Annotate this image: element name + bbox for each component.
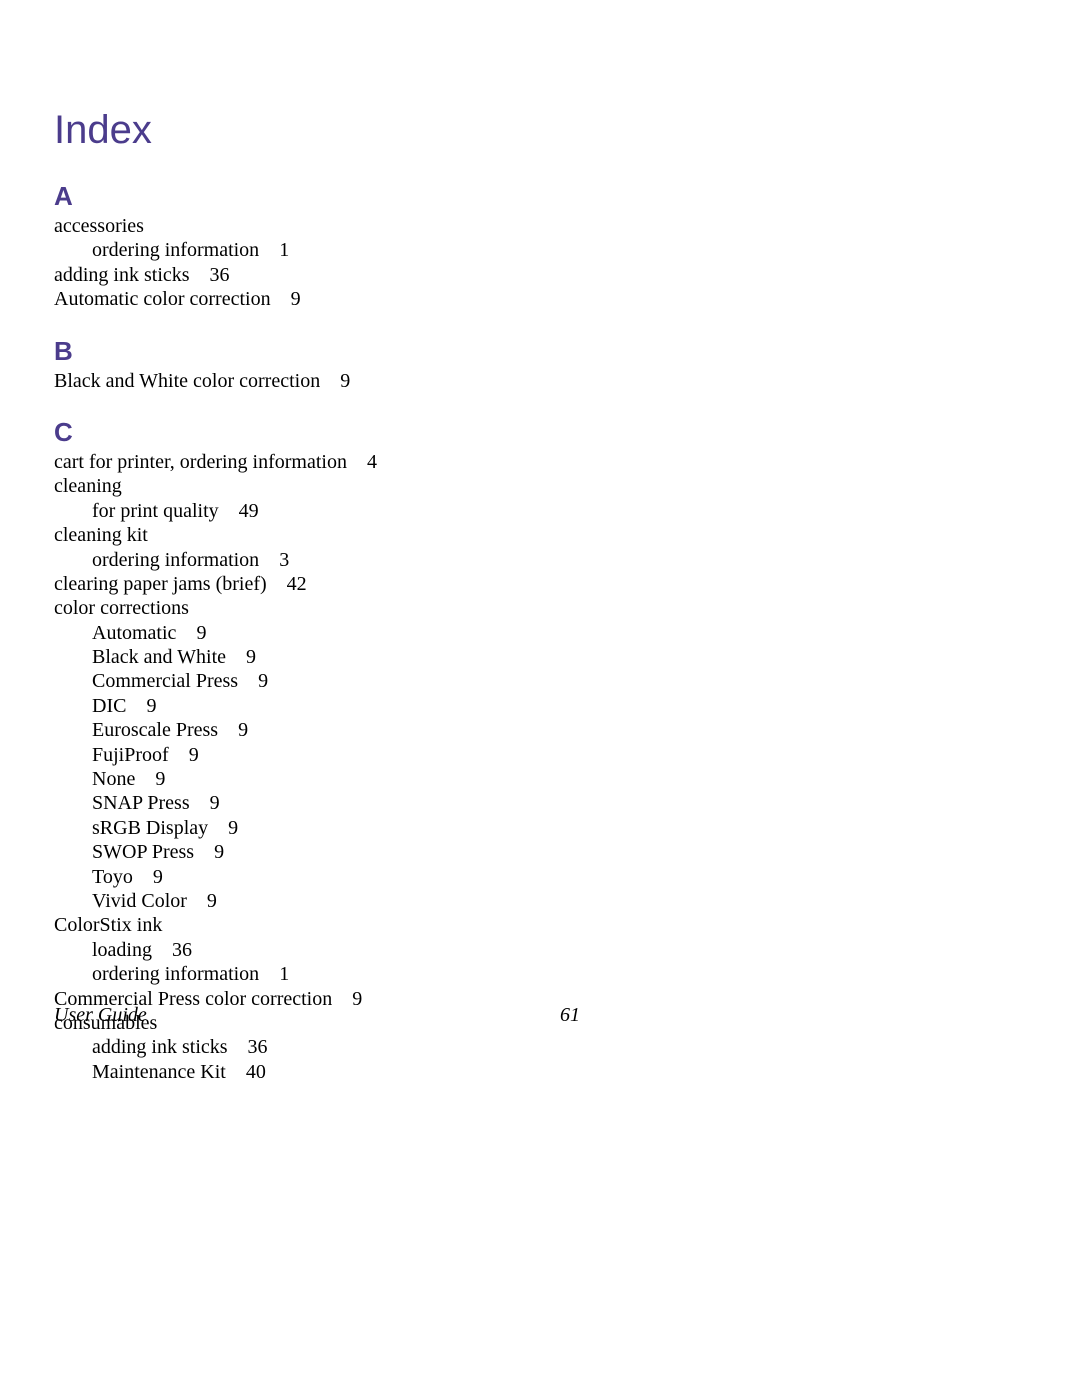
footer-page-number: 61	[560, 1004, 580, 1027]
entry-page: 1	[279, 963, 289, 985]
entry-page: 4	[367, 451, 377, 473]
entry-text: Black and White	[92, 646, 226, 668]
entry-page: 36	[248, 1036, 268, 1058]
index-entry[interactable]: Euroscale Press 9	[54, 718, 614, 742]
entry-text: ColorStix ink	[54, 914, 162, 936]
index-entry[interactable]: color corrections	[54, 596, 614, 620]
entry-text: Euroscale Press	[92, 719, 218, 741]
entry-page: 9	[291, 288, 301, 310]
index-entry[interactable]: Black and White 9	[54, 645, 614, 669]
entry-page: 1	[279, 239, 289, 261]
section-b: B Black and White color correction 9	[54, 336, 614, 393]
entry-text: loading	[92, 939, 152, 961]
page-title: Index	[54, 108, 614, 153]
section-letter-a: A	[54, 181, 614, 212]
entry-page: 9	[258, 670, 268, 692]
section-letter-c: C	[54, 417, 614, 448]
index-entry[interactable]: SNAP Press 9	[54, 791, 614, 815]
entry-text: accessories	[54, 215, 144, 237]
entry-page: 9	[196, 622, 206, 644]
footer-title: User Guide	[54, 1004, 147, 1027]
index-content: Index A accessories ordering information…	[54, 108, 614, 1084]
entry-text: ordering information	[92, 963, 259, 985]
entry-page: 9	[153, 866, 163, 888]
index-entry[interactable]: cleaning	[54, 474, 614, 498]
index-entry[interactable]: Automatic 9	[54, 621, 614, 645]
index-entry[interactable]: ColorStix ink	[54, 913, 614, 937]
entry-text: Toyo	[92, 866, 133, 888]
entry-text: sRGB Display	[92, 817, 208, 839]
index-entry[interactable]: ordering information 1	[54, 238, 614, 262]
entry-text: FujiProof	[92, 744, 169, 766]
entry-page: 9	[214, 841, 224, 863]
entry-page: 3	[279, 549, 289, 571]
entry-page: 9	[246, 646, 256, 668]
entry-text: ordering information	[92, 239, 259, 261]
entry-text: Commercial Press	[92, 670, 238, 692]
index-entry[interactable]: for print quality 49	[54, 499, 614, 523]
entry-page: 9	[189, 744, 199, 766]
entry-page: 9	[155, 768, 165, 790]
entry-text: for print quality	[92, 500, 219, 522]
index-entry[interactable]: cleaning kit	[54, 523, 614, 547]
index-entry[interactable]: Vivid Color 9	[54, 889, 614, 913]
section-letter-b: B	[54, 336, 614, 367]
entry-text: cart for printer, ordering information	[54, 451, 347, 473]
entry-page: 9	[207, 890, 217, 912]
index-entry[interactable]: cart for printer, ordering information 4	[54, 450, 614, 474]
index-entry[interactable]: Black and White color correction 9	[54, 369, 614, 393]
entry-page: 42	[287, 573, 307, 595]
entry-page: 9	[228, 817, 238, 839]
entry-page: 36	[210, 264, 230, 286]
entry-text: adding ink sticks	[92, 1036, 228, 1058]
entry-page: 9	[238, 719, 248, 741]
entry-text: adding ink sticks	[54, 264, 190, 286]
index-entry[interactable]: DIC 9	[54, 694, 614, 718]
entry-page: 9	[210, 792, 220, 814]
entry-text: DIC	[92, 695, 126, 717]
entry-text: SWOP Press	[92, 841, 194, 863]
index-entry[interactable]: loading 36	[54, 938, 614, 962]
entry-text: cleaning kit	[54, 524, 148, 546]
entry-text: SNAP Press	[92, 792, 190, 814]
index-entry[interactable]: clearing paper jams (brief) 42	[54, 572, 614, 596]
index-entry[interactable]: Maintenance Kit 40	[54, 1060, 614, 1084]
index-entry[interactable]: SWOP Press 9	[54, 840, 614, 864]
section-a: A accessories ordering information 1 addi…	[54, 181, 614, 312]
index-entry[interactable]: Commercial Press 9	[54, 669, 614, 693]
entry-text: cleaning	[54, 475, 122, 497]
index-entry[interactable]: sRGB Display 9	[54, 816, 614, 840]
entry-page: 9	[340, 370, 350, 392]
index-entry[interactable]: ordering information 1	[54, 962, 614, 986]
index-entry[interactable]: Automatic color correction 9	[54, 287, 614, 311]
index-entry[interactable]: accessories	[54, 214, 614, 238]
index-entry[interactable]: adding ink sticks 36	[54, 263, 614, 287]
entry-text: ordering information	[92, 549, 259, 571]
entry-page: 49	[239, 500, 259, 522]
index-entry[interactable]: adding ink sticks 36	[54, 1035, 614, 1059]
entry-text: Vivid Color	[92, 890, 187, 912]
entry-text: clearing paper jams (brief)	[54, 573, 267, 595]
entry-text: Automatic color correction	[54, 288, 271, 310]
entry-text: Black and White color correction	[54, 370, 320, 392]
entry-text: Automatic	[92, 622, 176, 644]
index-entry[interactable]: None 9	[54, 767, 614, 791]
entry-page: 36	[172, 939, 192, 961]
entry-text: Maintenance Kit	[92, 1061, 226, 1083]
index-entry[interactable]: Toyo 9	[54, 865, 614, 889]
entry-text: color corrections	[54, 597, 189, 619]
entry-text: None	[92, 768, 135, 790]
section-c: C cart for printer, ordering information…	[54, 417, 614, 1084]
entry-page: 40	[246, 1061, 266, 1083]
index-entry[interactable]: ordering information 3	[54, 548, 614, 572]
index-entry[interactable]: FujiProof 9	[54, 743, 614, 767]
entry-page: 9	[146, 695, 156, 717]
page-footer: User Guide 61	[54, 1004, 580, 1027]
